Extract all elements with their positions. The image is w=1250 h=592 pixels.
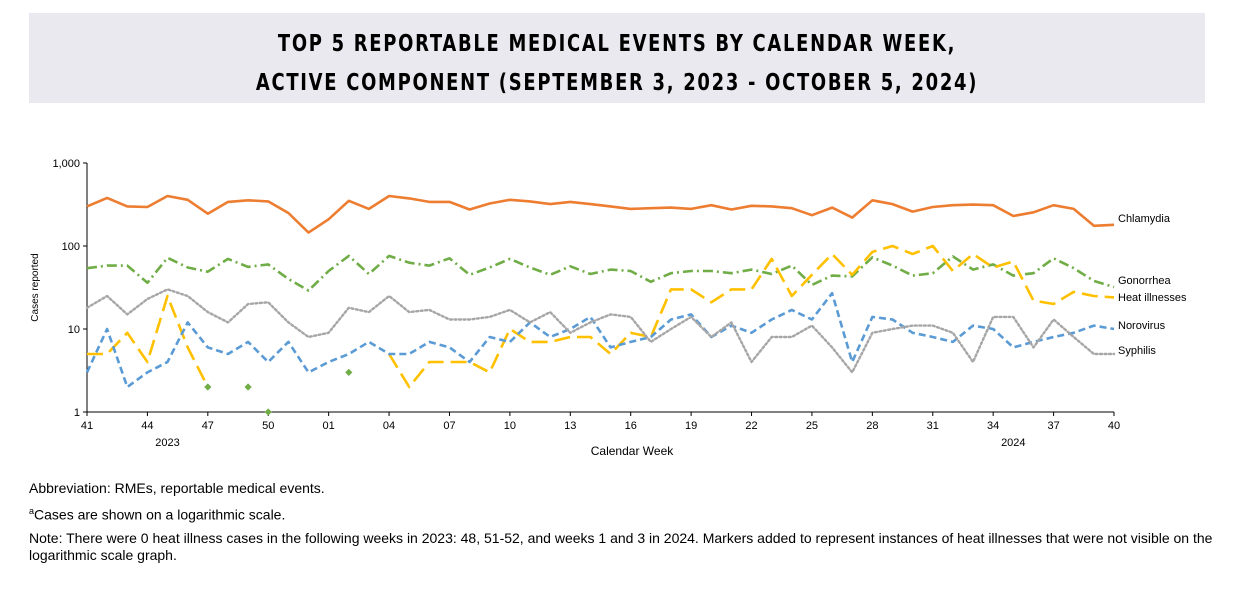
series-label-chlamydia: Chlamydia <box>1118 213 1171 225</box>
line-chart: 1 10 100 1,000 41 44 47 50 01 04 07 10 13 16 19 22 25 28 3… <box>30 158 1187 458</box>
series-label-norovirus: Norovirus <box>1118 320 1166 332</box>
x-tick-label: 41 <box>81 420 93 432</box>
x-tick-label: 50 <box>262 420 274 432</box>
year-label: 2024 <box>1001 437 1025 449</box>
x-tick-label: 37 <box>1047 420 1059 432</box>
footnote-marker: a <box>29 506 35 516</box>
x-tick-label: 25 <box>806 420 818 432</box>
y-tick-label: 1,000 <box>52 158 80 170</box>
year-label: 2023 <box>155 437 179 449</box>
series-label-syphilis: Syphilis <box>1118 345 1156 357</box>
x-tick-label: 47 <box>202 420 214 432</box>
x-tick-label: 44 <box>141 420 153 432</box>
series-line-norovirus <box>85 291 1115 389</box>
y-tick-label: 100 <box>62 241 80 253</box>
heat-illness-marker <box>204 383 212 391</box>
x-tick-label: 10 <box>504 420 516 432</box>
x-tick-label: 34 <box>987 420 999 432</box>
footnotes: Abbreviation: RMEs, reportable medical e… <box>29 480 1219 570</box>
chart-axes: 1 10 100 1,000 41 44 47 50 01 04 07 10 13 16 19 22 25 28 3… <box>30 158 1120 458</box>
log-scale-footnote-text: Cases are shown on a logarithmic scale. <box>34 506 286 523</box>
abbreviation-note: Abbreviation: RMEs, reportable medical e… <box>29 480 325 496</box>
x-tick-label: 28 <box>866 420 878 432</box>
x-tick-label: 13 <box>564 420 576 432</box>
chart-series <box>85 194 1116 416</box>
series-line-heat-illnesses <box>87 244 1115 389</box>
x-axis-title: Calendar Week <box>591 444 674 458</box>
title-banner: TOP 5 REPORTABLE MEDICAL EVENTS BY CALEN… <box>29 13 1205 103</box>
x-tick-label: 04 <box>383 420 395 432</box>
y-tick-label: 1 <box>74 407 80 419</box>
series-line-chlamydia <box>86 194 1115 234</box>
heat-illness-marker <box>264 408 272 416</box>
series-line-gonorrhea <box>86 254 1115 292</box>
x-tick-label: 01 <box>323 420 335 432</box>
log-scale-footnote: aCases are shown on a logarithmic scale. <box>29 503 1219 524</box>
chart-title-line-2: ACTIVE COMPONENT (SEPTEMBER 3, 2023 - OC… <box>255 70 979 96</box>
x-tick-label: 31 <box>927 420 939 432</box>
x-tick-label: 22 <box>745 420 757 432</box>
x-tick-label: 40 <box>1108 420 1120 432</box>
y-axis-title: Cases reported <box>30 253 41 321</box>
series-line-syphilis <box>85 288 1116 374</box>
heat-illness-marker <box>244 383 252 391</box>
heat-illness-marker <box>345 368 353 376</box>
chart-title-line-1: TOP 5 REPORTABLE MEDICAL EVENTS BY CALEN… <box>277 31 957 57</box>
x-tick-label: 19 <box>685 420 697 432</box>
chart-labels: Chlamydia Gonorrhea Heat illnesses Noroviru… <box>1118 213 1187 357</box>
x-tick-label: 16 <box>625 420 637 432</box>
x-tick-label: 07 <box>443 420 455 432</box>
heat-illness-note: Note: There were 0 heat illness cases in… <box>29 529 1213 563</box>
y-tick-label: 10 <box>68 324 80 336</box>
series-label-gonorrhea: Gonorrhea <box>1118 275 1171 287</box>
series-label-heat-illnesses: Heat illnesses <box>1118 292 1187 304</box>
